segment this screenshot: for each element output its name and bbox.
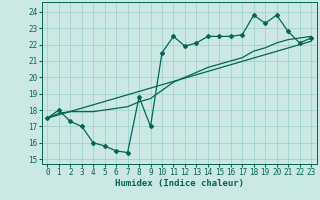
X-axis label: Humidex (Indice chaleur): Humidex (Indice chaleur) [115, 179, 244, 188]
